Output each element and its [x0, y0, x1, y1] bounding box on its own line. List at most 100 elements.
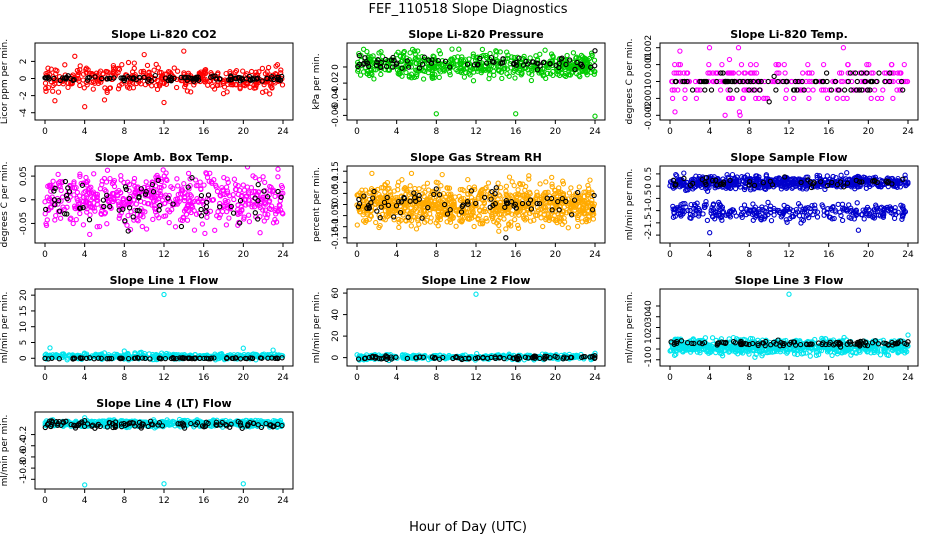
data-point	[720, 70, 726, 76]
data-point	[106, 75, 113, 82]
data-point	[383, 56, 389, 63]
data-point	[713, 70, 719, 76]
data-point	[425, 69, 432, 76]
data-point	[119, 62, 125, 68]
data-point	[889, 181, 895, 187]
data-point	[371, 67, 377, 73]
data-point	[429, 188, 436, 195]
data-point	[125, 73, 131, 80]
x-tick-label: 16	[510, 127, 522, 137]
data-point	[517, 181, 524, 188]
data-point	[781, 202, 787, 209]
data-point	[848, 87, 854, 93]
data-point	[111, 183, 118, 190]
data-point	[582, 217, 589, 223]
data-point	[824, 95, 831, 102]
data-point	[464, 61, 471, 67]
data-point	[751, 87, 757, 93]
data-point	[540, 223, 546, 230]
data-point	[412, 48, 418, 54]
data-point	[86, 217, 93, 223]
data-point	[509, 179, 515, 185]
data-point	[503, 235, 509, 241]
data-point	[823, 87, 829, 93]
data-point	[214, 188, 221, 195]
data-point	[503, 188, 509, 194]
data-point	[360, 190, 366, 197]
data-point	[868, 95, 874, 102]
data-point	[161, 291, 167, 298]
data-point	[191, 198, 197, 205]
data-point	[725, 87, 731, 93]
data-point	[384, 194, 390, 201]
data-point	[800, 217, 807, 224]
data-point	[103, 68, 109, 75]
y-tick-label: -0.02	[331, 71, 341, 94]
data-point	[679, 207, 685, 214]
data-point	[817, 181, 823, 187]
data-point	[408, 223, 414, 229]
data-point	[255, 181, 261, 188]
data-point	[239, 76, 246, 83]
data-point	[87, 203, 94, 210]
data-point	[465, 176, 471, 183]
data-point	[70, 220, 76, 227]
data-point	[577, 203, 583, 210]
data-point	[449, 46, 455, 52]
data-point	[439, 171, 445, 178]
data-point	[428, 62, 434, 69]
data-point	[838, 78, 844, 85]
data-point	[375, 56, 381, 63]
data-point	[853, 87, 860, 93]
data-point	[223, 355, 230, 362]
data-point	[198, 192, 205, 199]
data-point	[465, 201, 471, 207]
data-point	[457, 58, 463, 64]
x-tick-label: 20	[863, 127, 875, 137]
x-tick-label: 0	[667, 127, 673, 137]
data-point	[844, 180, 851, 186]
x-tick-label: 0	[42, 250, 48, 260]
data-point	[444, 211, 451, 217]
data-point	[125, 59, 132, 66]
data-point	[695, 180, 701, 186]
data-point	[736, 70, 742, 76]
data-point	[692, 203, 699, 209]
data-point	[416, 186, 422, 192]
data-point	[71, 179, 77, 185]
data-point	[793, 211, 799, 217]
data-point	[144, 200, 151, 207]
data-point	[761, 216, 767, 222]
data-point	[862, 78, 868, 85]
data-point	[237, 356, 244, 362]
data-point	[79, 355, 86, 361]
data-point	[413, 189, 419, 196]
x-tick-label: 20	[863, 250, 875, 260]
data-point	[749, 87, 755, 93]
data-point	[768, 217, 775, 224]
data-point	[871, 87, 878, 93]
data-point	[753, 212, 759, 219]
data-point	[840, 45, 847, 51]
data-point	[77, 173, 83, 180]
data-point	[62, 211, 68, 217]
data-point	[820, 203, 826, 210]
data-point	[42, 80, 49, 86]
data-point	[713, 177, 719, 183]
data-point	[382, 181, 388, 188]
data-point	[729, 95, 735, 102]
data-point	[264, 194, 271, 200]
data-point	[783, 185, 790, 191]
data-point	[835, 87, 842, 93]
data-point	[155, 175, 161, 181]
data-point	[771, 205, 777, 212]
data-point	[188, 89, 194, 95]
data-point	[80, 222, 87, 228]
data-point	[249, 204, 255, 210]
data-point	[767, 178, 773, 185]
data-point	[270, 347, 276, 353]
data-point	[762, 213, 768, 219]
data-point	[354, 222, 360, 228]
data-point	[763, 173, 769, 179]
x-tick-label: 20	[238, 127, 250, 137]
